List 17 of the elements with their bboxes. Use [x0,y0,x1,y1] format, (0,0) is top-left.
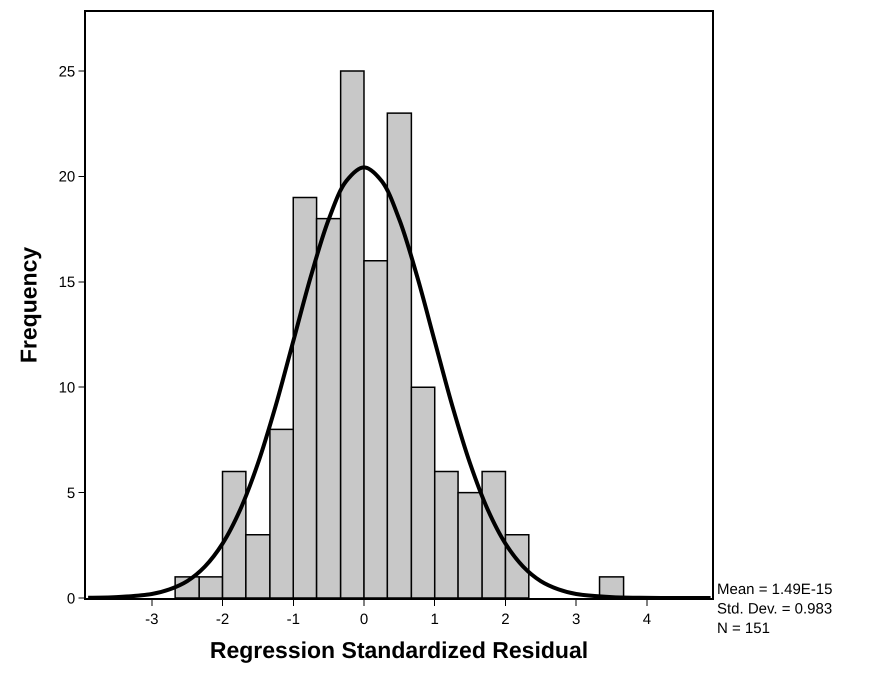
y-tick-label: 5 [66,484,76,502]
y-tick-label: 25 [58,63,76,80]
x-tick-label: 2 [501,610,510,628]
x-tick-label: 3 [572,610,580,628]
y-axis-title: Frequency [16,246,42,364]
x-tick-label: 1 [430,610,439,628]
text: Mean = 1.49E-15 Std. Dev. = 0.983 N = 151 [717,581,832,637]
y-tick-label: 10 [58,379,76,396]
y-tick-label: 0 [66,590,76,608]
y-tick-label: 15 [58,274,76,292]
x-tick-label: -2 [216,610,230,628]
x-tick-label: -3 [145,610,158,628]
x-tick-label: -1 [286,610,300,628]
x-tick-label: 4 [642,610,652,628]
x-axis-title: Regression Standardized Residual [210,636,588,663]
x-tick-label: 0 [360,610,368,628]
y-tick-label: 20 [58,168,76,186]
